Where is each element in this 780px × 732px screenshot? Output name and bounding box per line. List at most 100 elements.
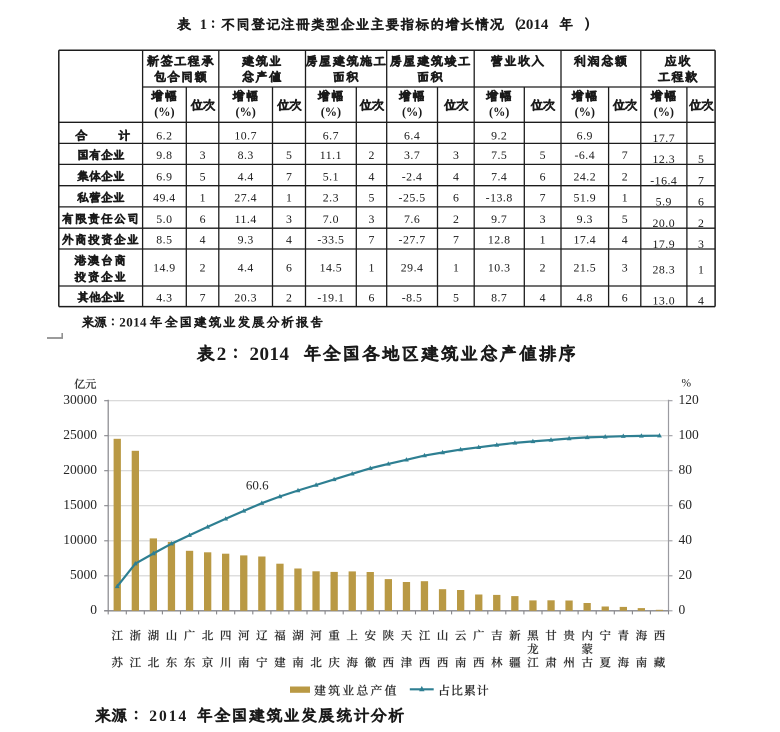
svg-text:2014: 2014 (250, 344, 290, 365)
svg-text:6.7: 6.7 (323, 129, 339, 143)
svg-text:-33.5: -33.5 (317, 233, 344, 247)
svg-text:(%): (%) (575, 105, 595, 119)
svg-text:2014: 2014 (518, 17, 549, 33)
svg-text:17.7: 17.7 (652, 131, 675, 145)
svg-text:6.2: 6.2 (156, 129, 172, 143)
svg-text:5: 5 (622, 212, 628, 226)
svg-text:-27.7: -27.7 (399, 233, 426, 247)
svg-text:100: 100 (679, 427, 700, 442)
svg-text:1: 1 (453, 260, 459, 274)
svg-text:20.3: 20.3 (234, 290, 257, 304)
svg-text:6: 6 (200, 212, 206, 226)
svg-text:29.4: 29.4 (401, 260, 424, 274)
svg-text:3: 3 (200, 148, 206, 162)
svg-text:-8.5: -8.5 (402, 290, 423, 304)
svg-text:1: 1 (200, 17, 207, 33)
svg-text:4.3: 4.3 (156, 290, 172, 304)
svg-text:6: 6 (540, 169, 546, 183)
svg-text:(%): (%) (402, 105, 422, 119)
svg-text:11.4: 11.4 (235, 212, 257, 226)
svg-text:9.2: 9.2 (491, 129, 507, 143)
svg-text:1: 1 (200, 191, 206, 205)
svg-text:2: 2 (453, 212, 459, 226)
svg-text:80: 80 (679, 462, 693, 477)
svg-text:17.9: 17.9 (652, 237, 675, 251)
svg-text:6.4: 6.4 (404, 129, 420, 143)
svg-text:12.8: 12.8 (488, 233, 511, 247)
svg-text:2.3: 2.3 (323, 191, 339, 205)
svg-text:12.3: 12.3 (652, 152, 675, 166)
svg-text:3: 3 (369, 212, 375, 226)
svg-text:2: 2 (200, 260, 206, 274)
svg-text:7.0: 7.0 (323, 212, 339, 226)
svg-text:-2.4: -2.4 (402, 169, 423, 183)
svg-text:4.8: 4.8 (577, 290, 593, 304)
svg-text:60: 60 (679, 497, 693, 512)
svg-text:2: 2 (698, 216, 704, 230)
svg-text:49.4: 49.4 (153, 191, 176, 205)
svg-text:(%): (%) (489, 105, 509, 119)
svg-text:5: 5 (369, 191, 375, 205)
svg-text:7: 7 (200, 290, 206, 304)
svg-text:5: 5 (200, 169, 206, 183)
svg-text:4: 4 (698, 293, 704, 307)
svg-text:30000: 30000 (63, 392, 97, 407)
svg-text:2: 2 (622, 169, 628, 183)
svg-text:7: 7 (453, 233, 459, 247)
svg-text:3: 3 (622, 260, 628, 274)
svg-text:6.9: 6.9 (577, 129, 593, 143)
svg-text:5: 5 (286, 148, 292, 162)
svg-text:4: 4 (453, 169, 459, 183)
svg-text:5: 5 (698, 152, 704, 166)
svg-text:6: 6 (698, 195, 704, 209)
svg-text:5.1: 5.1 (323, 169, 339, 183)
svg-text:6: 6 (286, 260, 292, 274)
svg-text:24.2: 24.2 (573, 169, 596, 183)
svg-text:(%): (%) (321, 105, 341, 119)
svg-text:40: 40 (679, 532, 693, 547)
svg-text:3: 3 (453, 148, 459, 162)
svg-text:9.7: 9.7 (491, 212, 507, 226)
svg-text:-16.4: -16.4 (650, 174, 677, 188)
svg-text:4.4: 4.4 (238, 169, 254, 183)
svg-text:2: 2 (540, 260, 546, 274)
svg-text:(%): (%) (236, 105, 256, 119)
svg-text:10.3: 10.3 (488, 260, 511, 274)
svg-text:7.4: 7.4 (491, 169, 507, 183)
svg-text:20000: 20000 (63, 462, 97, 477)
svg-text:5: 5 (453, 290, 459, 304)
svg-text:51.9: 51.9 (573, 191, 596, 205)
svg-text:6.9: 6.9 (156, 169, 172, 183)
svg-text:14.5: 14.5 (320, 260, 343, 274)
svg-text:7: 7 (698, 174, 704, 188)
svg-text:7: 7 (369, 233, 375, 247)
svg-text:3: 3 (286, 212, 292, 226)
svg-text:20: 20 (679, 567, 693, 582)
svg-text:1: 1 (622, 191, 628, 205)
svg-text:7: 7 (286, 169, 292, 183)
svg-text:-13.8: -13.8 (486, 191, 513, 205)
svg-text:4: 4 (200, 233, 206, 247)
svg-text:%: % (682, 378, 692, 390)
svg-text:0: 0 (90, 602, 97, 617)
svg-text:0: 0 (679, 602, 686, 617)
svg-text:-25.5: -25.5 (399, 191, 426, 205)
svg-text:8.7: 8.7 (491, 290, 507, 304)
svg-text:7.6: 7.6 (404, 212, 420, 226)
svg-text:4: 4 (286, 233, 292, 247)
svg-text:25000: 25000 (63, 427, 97, 442)
svg-text:8.3: 8.3 (238, 148, 254, 162)
svg-text:1: 1 (698, 263, 704, 277)
svg-text:4.4: 4.4 (238, 260, 254, 274)
svg-text:27.4: 27.4 (234, 191, 257, 205)
svg-text:1: 1 (540, 233, 546, 247)
svg-text:4: 4 (622, 233, 628, 247)
svg-text:2: 2 (286, 290, 292, 304)
svg-text:5: 5 (540, 148, 546, 162)
svg-text:5.0: 5.0 (156, 212, 172, 226)
svg-text:6: 6 (369, 290, 375, 304)
svg-text:17.4: 17.4 (573, 233, 596, 247)
svg-text:15000: 15000 (63, 497, 97, 512)
svg-text:4: 4 (540, 290, 546, 304)
svg-text:1: 1 (286, 191, 292, 205)
